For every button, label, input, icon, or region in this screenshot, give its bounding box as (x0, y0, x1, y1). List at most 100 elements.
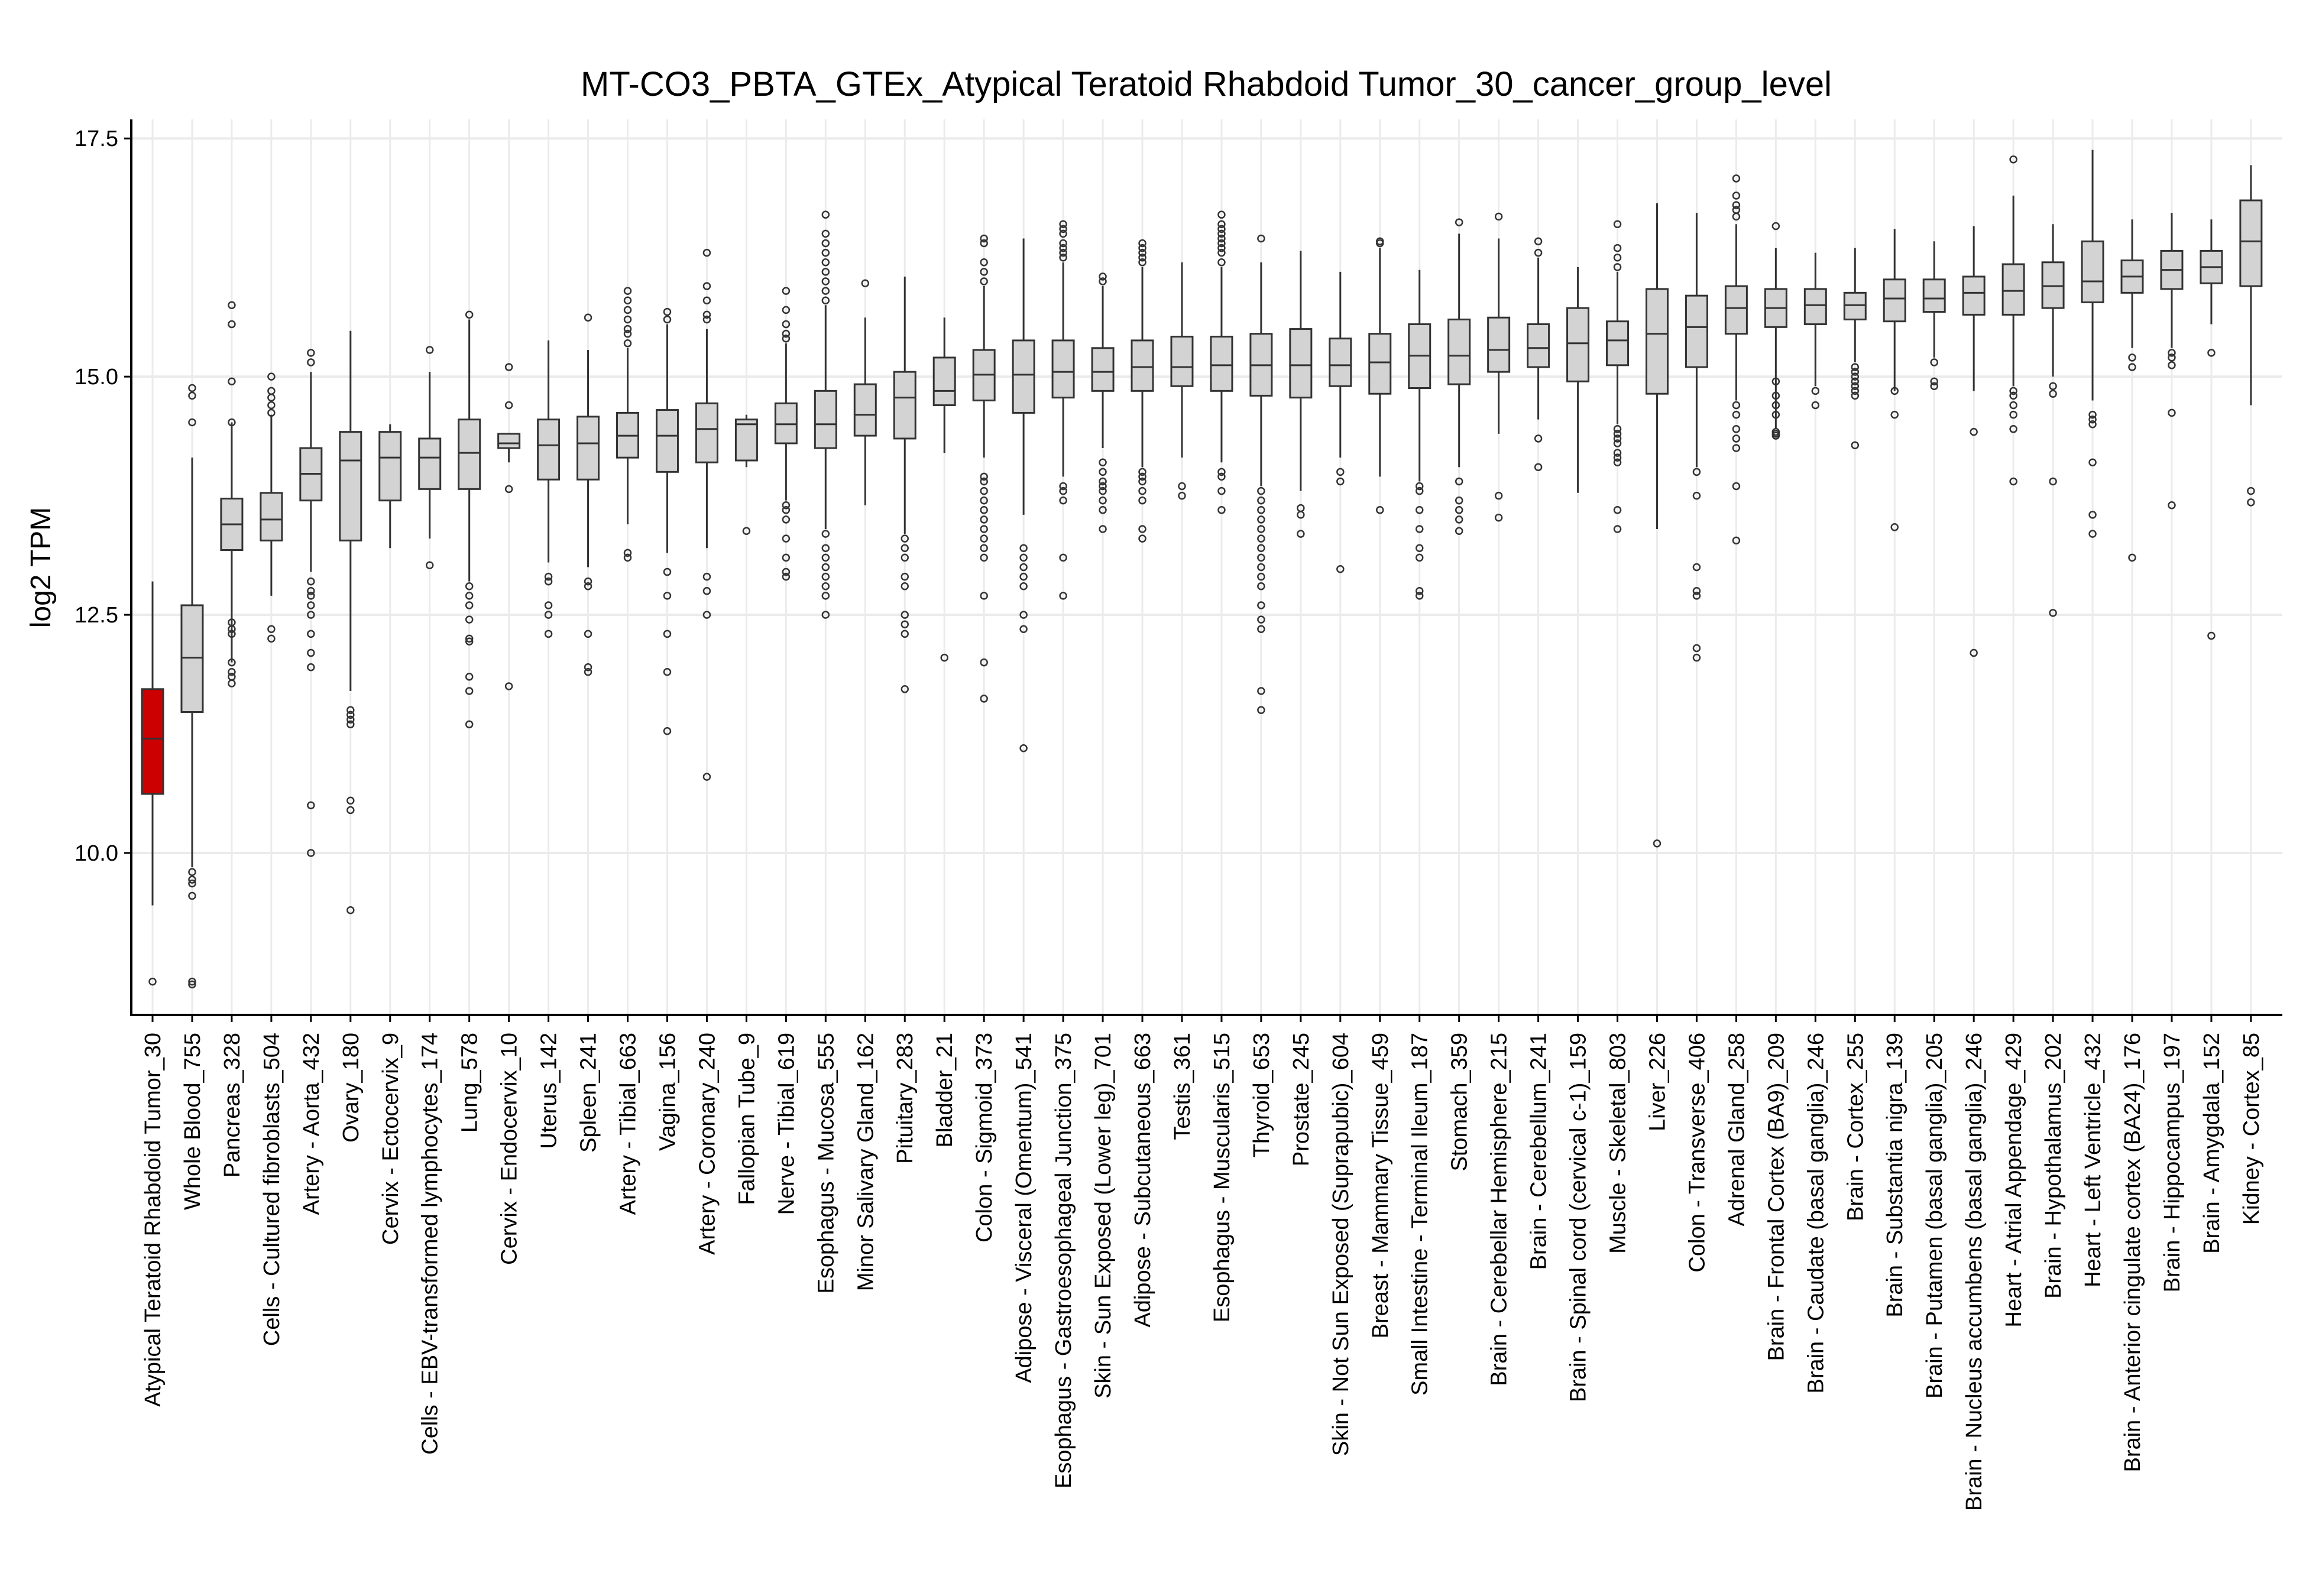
outlier-point (623, 315, 632, 324)
outlier-point (901, 534, 909, 543)
outlier-point (1771, 391, 1780, 400)
outlier-point (425, 346, 434, 354)
outlier-point (782, 287, 791, 295)
outlier-point (980, 268, 988, 276)
box-iqr (1329, 338, 1352, 387)
box-54 (2239, 165, 2263, 507)
x-tick-label: Pituitary_283 (893, 1033, 918, 1164)
outlier-point (504, 682, 513, 690)
outlier-point (1059, 248, 1067, 257)
outlier-point (584, 630, 592, 638)
outlier-point (1732, 192, 1741, 200)
outlier-point (782, 329, 791, 338)
outlier-point (821, 582, 830, 591)
box-53 (2200, 219, 2223, 640)
outlier-point (1771, 410, 1780, 419)
x-tick-label: Artery - Aorta_432 (299, 1033, 324, 1215)
box-iqr (2081, 240, 2104, 303)
outlier-point (1415, 486, 1424, 495)
outlier-point (1217, 220, 1226, 229)
x-tick-label: Brain - Spinal cord (cervical c-1)_159 (1566, 1033, 1591, 1402)
box-iqr (2041, 261, 2065, 309)
outlier-point (980, 258, 988, 267)
box-iqr (1210, 335, 1233, 392)
outlier-point (821, 296, 830, 304)
grid-lines (131, 119, 2282, 1015)
outlier-point (980, 477, 988, 486)
outlier-point (1415, 525, 1424, 533)
box-iqr (1606, 320, 1630, 366)
outlier-point (1059, 225, 1067, 233)
outlier-point (821, 287, 830, 295)
outlier-point (267, 372, 276, 381)
outlier-point (1257, 706, 1265, 715)
box-31 (1329, 271, 1352, 573)
box-49 (2041, 224, 2065, 617)
outlier-point (1257, 506, 1265, 514)
box-iqr (655, 409, 679, 473)
outlier-point (1613, 263, 1622, 271)
x-tick-label: Vagina_156 (655, 1033, 680, 1151)
box-iqr (180, 604, 204, 713)
box-17 (774, 287, 798, 581)
outlier-point (307, 648, 315, 657)
box-4 (260, 372, 283, 643)
outlier-point (1851, 382, 1860, 391)
box-iqr (1170, 335, 1194, 387)
box-26 (1131, 239, 1154, 543)
outlier-point (465, 615, 474, 624)
outlier-point (623, 325, 632, 333)
outlier-point (1138, 496, 1146, 505)
outlier-point (228, 377, 236, 385)
box-18 (814, 210, 837, 619)
outlier-point (1059, 496, 1067, 505)
outlier-point (1059, 592, 1067, 600)
box-iqr (1091, 347, 1115, 392)
y-axis-label: log2 TPM (25, 507, 57, 628)
outlier-point (307, 849, 315, 857)
x-tick-label: Esophagus - Mucosa_555 (814, 1033, 838, 1294)
box-2 (180, 384, 204, 989)
outlier-point (1534, 434, 1543, 443)
outlier-point (1455, 218, 1463, 226)
outlier-point (544, 630, 553, 638)
box-iqr (141, 688, 164, 795)
outlier-point (1257, 544, 1265, 553)
outlier-point (1138, 253, 1146, 262)
outlier-point (346, 715, 355, 724)
outlier-point (1692, 563, 1701, 572)
outlier-point (663, 630, 672, 638)
outlier-point (1099, 468, 1107, 476)
outlier-point (228, 668, 236, 676)
outlier-point (544, 601, 553, 609)
outlier-point (465, 720, 474, 729)
x-tick-label: Liver_226 (1645, 1033, 1670, 1131)
box-42 (1764, 222, 1787, 440)
outlier-point (267, 401, 276, 410)
outlier-point (1613, 425, 1622, 433)
outlier-point (980, 515, 988, 524)
outlier-point (1257, 615, 1265, 624)
outlier-point (1970, 648, 1978, 657)
box-11 (537, 340, 561, 638)
outlier-point (1099, 273, 1107, 281)
box-48 (2001, 155, 2025, 486)
x-tick-label: Brain - Substantia nigra_139 (1883, 1033, 1907, 1318)
outlier-point (188, 384, 196, 392)
x-tick-label: Brain - Frontal Cortex (BA9)_209 (1764, 1033, 1789, 1361)
outlier-point (623, 329, 632, 338)
x-tick-label: Atypical Teratoid Rhabdoid Tumor_30 (141, 1033, 166, 1407)
box-iqr (814, 390, 837, 449)
outlier-point (1811, 387, 1820, 395)
outlier-point (228, 301, 236, 310)
outlier-point (1138, 534, 1146, 543)
box-3 (220, 301, 244, 687)
outlier-point (544, 572, 553, 581)
outlier-point (1930, 377, 1938, 385)
outlier-point (2009, 477, 2017, 486)
box-21 (932, 317, 956, 662)
outlier-point (228, 658, 236, 667)
outlier-point (1653, 839, 1662, 848)
outlier-point (1613, 253, 1622, 262)
outlier-point (2049, 390, 2057, 398)
